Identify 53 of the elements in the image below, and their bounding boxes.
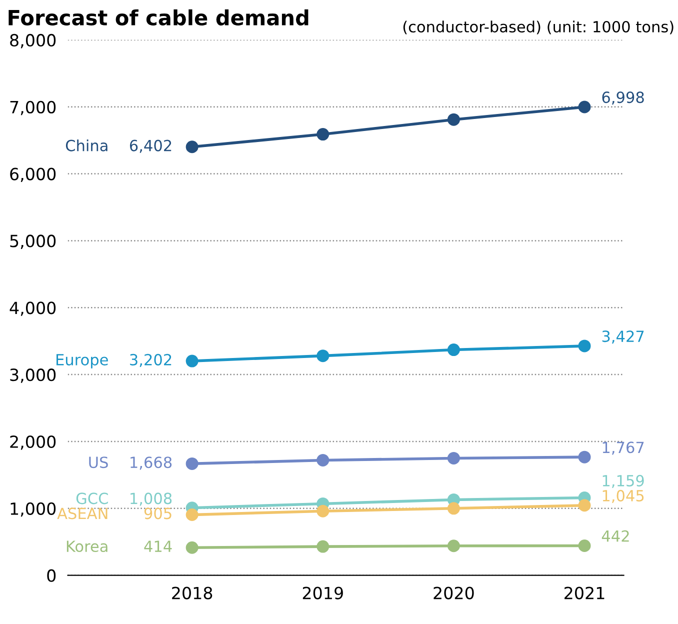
point — [186, 140, 198, 154]
text: Europe — [56, 354, 108, 368]
point — [447, 540, 460, 552]
point — [186, 541, 198, 554]
point — [186, 354, 198, 368]
data-label: 6,998 — [602, 92, 644, 105]
y-tick-label: 6,000 — [10, 168, 56, 182]
point — [316, 454, 330, 466]
point — [447, 452, 460, 464]
text: China — [66, 139, 108, 152]
point — [447, 113, 460, 126]
text: (conductor-based) (unit: 1000 tons) — [403, 20, 674, 34]
data-label: 1,767 — [602, 442, 644, 455]
data-label: 1,159 — [602, 474, 644, 488]
data-label: 1,045 — [602, 490, 644, 504]
data-label: 3,427 — [602, 330, 644, 344]
y-tick-label: 4,000 — [10, 302, 56, 316]
point — [447, 502, 460, 515]
text: ASEAN — [57, 508, 108, 520]
x-tick-label: 2018 — [172, 586, 212, 600]
y-tick-label: 7,000 — [10, 100, 56, 116]
data-label: 1,668 — [130, 456, 172, 470]
point — [316, 504, 330, 518]
point — [186, 508, 198, 522]
point — [578, 340, 591, 352]
text: Korea — [66, 540, 108, 552]
data-label: 3,202 — [130, 354, 172, 368]
point — [578, 450, 591, 464]
data-label: 6,402 — [130, 140, 172, 153]
point — [578, 539, 591, 552]
point — [316, 128, 330, 141]
y-tick-label: 1,000 — [10, 502, 56, 517]
point — [316, 540, 330, 553]
text: GCC — [76, 492, 108, 504]
x-tick-label: 2020 — [434, 586, 474, 600]
chart-title: Forecast of cable demand — [8, 9, 308, 26]
text: US — [89, 456, 108, 468]
y-tick-label: 8,000 — [10, 34, 56, 48]
y-tick-label: 0 — [47, 569, 56, 582]
y-tick-label: 3,000 — [10, 368, 56, 383]
x-tick-label: 2019 — [302, 586, 343, 600]
point — [447, 344, 460, 356]
x-tick-label: 2021 — [564, 586, 604, 600]
point — [316, 350, 330, 362]
data-label: 442 — [602, 530, 629, 542]
data-label: 414 — [144, 540, 172, 552]
data-label: 1,008 — [130, 492, 172, 506]
point — [578, 499, 591, 512]
y-tick-label: 5,000 — [10, 234, 56, 249]
point — [578, 100, 591, 114]
data-label: 905 — [144, 508, 172, 520]
point — [186, 457, 198, 470]
y-tick-label: 2,000 — [10, 435, 56, 450]
